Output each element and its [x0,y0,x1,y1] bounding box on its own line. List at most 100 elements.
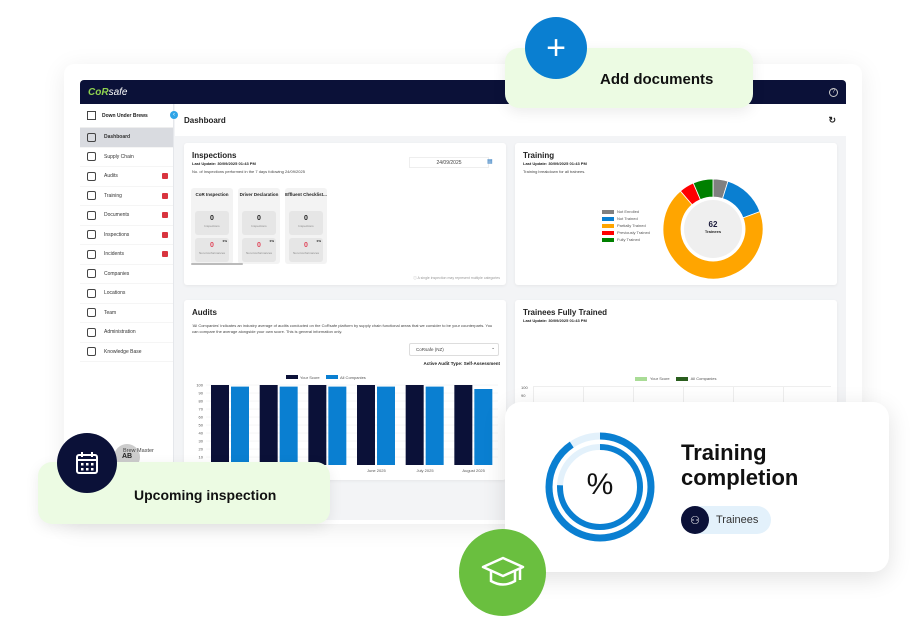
sidebar-item-locations[interactable]: Locations [80,284,173,304]
sidebar-item-label: Locations [104,290,126,297]
audits-desc: 'All Companies' indicates an industry av… [192,323,493,334]
donut-slice-fully-trained[interactable] [692,178,714,201]
inspection-count: 0 Inspections [242,211,276,235]
app-window: CoRsafe ? Down Under Brews Dashboard Supp… [80,80,846,520]
bar-your-score[interactable] [405,385,424,465]
store-icon [87,111,96,120]
inspections-desc: No. of Inspections performed in the 7 da… [192,169,305,174]
sidebar-item-supply-chain[interactable]: Supply Chain [80,148,173,167]
category-name: Driver Declaration [239,192,279,197]
non-conformance-count: 0% 0 Non-Conformances [289,238,323,262]
trainees-legend: Your Score All Companies [635,376,716,383]
donut-slice-partially-trained[interactable] [662,190,764,280]
company-select[interactable]: CoRsafe (NZ) [409,342,499,356]
percent-symbol: % [586,468,614,501]
sidebar-item-label: Documents [104,212,130,219]
sidebar-item-team[interactable]: Team [80,304,173,323]
locations-icon [87,288,96,298]
inspection-category-box[interactable]: CoR Inspection 0 Inspections 0% 0 Non-Confo… [191,188,233,264]
calendar-icon [76,452,98,474]
legend-item[interactable]: Partially Trained [602,223,650,228]
page-title: Dashboard [184,115,226,125]
trainee-total: 62 [708,220,718,229]
collapse-sidebar-button[interactable]: ‹ [170,111,178,119]
audits-title: Audits [192,308,217,317]
plus-icon: + [546,28,566,67]
training-desc: Training breakdown for all trainees. [523,169,586,174]
sidebar-item-label: Training [104,192,122,199]
bar-all-companies[interactable] [328,386,347,465]
trainee-total-label: Trainees [704,229,722,234]
legend-swatch [326,375,338,379]
inspection-category-box[interactable]: Driver Declaration 0 Inspections 0% 0 Non-C… [238,188,280,264]
y-tick-label: 80 [199,399,204,404]
inspections-title: Inspections [192,151,237,160]
user-name: Brew Master [123,448,154,454]
category-name: Effluent Checklist... [285,192,327,197]
sidebar-item-audits[interactable]: Audits [80,167,173,187]
sidebar-item-training[interactable]: Training [80,187,173,206]
bar-all-companies[interactable] [231,386,249,465]
incidents-icon [87,249,96,259]
bar-all-companies[interactable] [425,386,444,465]
training-completion-title: Training completion [681,440,799,490]
active-audit-type: Active Audit Type: Self-Assessment [423,361,500,366]
sidebar-item-label: Team [104,309,117,316]
sidebar-item-incidents[interactable]: Incidents [80,245,173,265]
company-name: Down Under Brews [102,112,148,119]
add-documents-label: Add documents [600,71,714,88]
bar-all-companies[interactable] [279,386,298,465]
administration-icon [87,327,96,337]
refresh-icon[interactable]: ↻ [828,114,836,125]
horizontal-scrollbar[interactable] [191,263,243,265]
sidebar-item-companies[interactable]: Companies [80,265,173,284]
notification-badge [162,212,168,219]
calendar-icon[interactable]: ▦ [487,159,493,165]
sidebar-item-dashboard[interactable]: Dashboard [80,128,173,148]
bar-all-companies[interactable] [474,389,493,465]
logo[interactable]: CoRsafe [88,86,128,98]
supply-chain-icon [87,152,96,162]
sidebar-item-label: Supply Chain [104,153,134,160]
sidebar-item-knowledge-base[interactable]: Knowledge Base [80,343,173,362]
sidebar-item-label: Inspections [104,231,130,238]
bar-your-score[interactable] [454,385,473,465]
date-input[interactable]: 24/09/2025 [409,157,489,168]
sidebar-item-label: Dashboard [104,134,131,141]
y-tick-label: 40 [199,431,204,436]
sidebar-item-inspections[interactable]: Inspections [80,226,173,245]
bar-your-score[interactable] [259,385,278,465]
y-tick-label: 60 [199,415,204,420]
trainees-chip-label: Trainees [716,514,759,526]
training-button[interactable] [459,529,546,616]
legend-item[interactable]: Fully Trained [602,237,650,242]
add-documents-button[interactable]: + [525,17,587,79]
y-tick-label: 100 [196,383,203,388]
inspections-card: Inspections Last Update: 30/09/2025 01:4… [184,143,506,285]
inspection-count: 0 Inspections [195,211,229,235]
category-name: CoR Inspection [195,192,229,197]
upcoming-inspection-button[interactable] [57,433,117,493]
training-card: Training Last Update: 30/09/2025 01:43 P… [515,143,837,285]
company-selector[interactable]: Down Under Brews [80,104,173,128]
bar-your-score[interactable] [308,385,327,465]
y-tick-label: 50 [199,423,204,428]
inspection-category-box[interactable]: Effluent Checklist... 0 Inspections 0% 0 No… [285,188,327,264]
legend-label: Your Score [300,375,320,380]
sidebar-item-administration[interactable]: Administration [80,323,173,343]
notification-badge [162,173,168,180]
legend-item[interactable]: Not Trained [602,216,650,221]
donut-center-fill [684,200,742,258]
legend-item[interactable]: Previously Trained [602,230,650,235]
bar-your-score[interactable] [357,385,375,465]
page-header: Dashboard ↻ [175,104,846,136]
bar-your-score[interactable] [211,385,229,465]
training-completion-card: % Training completion ⚇ Trainees [505,402,889,572]
sidebar-item-documents[interactable]: Documents [80,206,173,226]
trainees-chip[interactable]: ⚇ Trainees [681,506,771,534]
legend-swatch [286,375,298,379]
bar-all-companies[interactable] [377,386,395,465]
x-tick-label: June 2025 [367,468,386,473]
help-icon[interactable]: ? [829,87,838,97]
legend-item[interactable]: Not Enrolled [602,209,650,214]
